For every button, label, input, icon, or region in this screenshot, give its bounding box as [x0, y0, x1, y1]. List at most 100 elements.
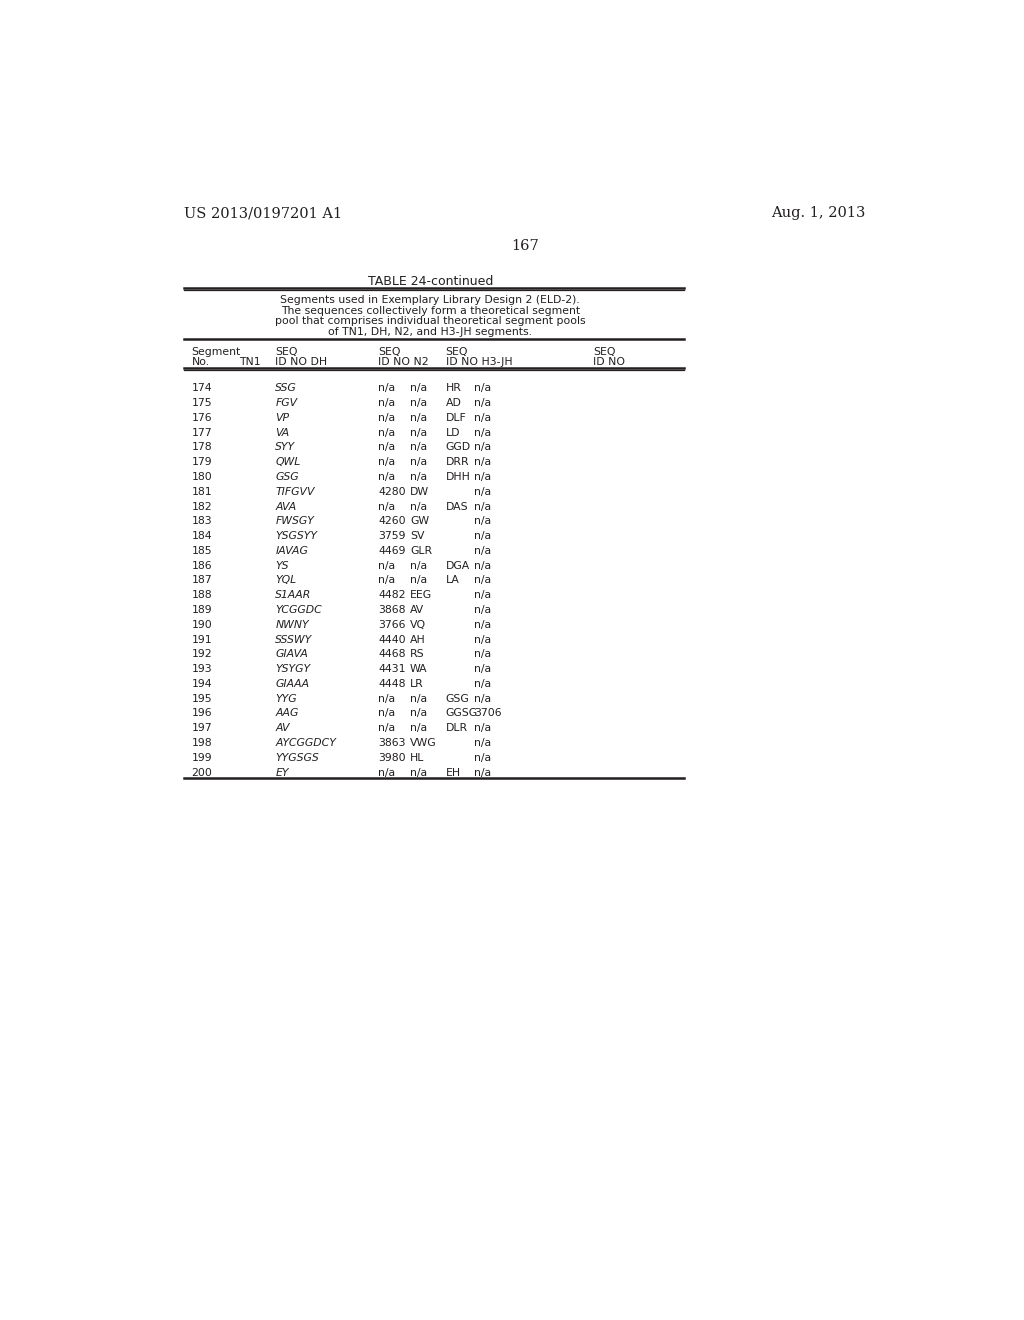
- Text: DLR: DLR: [445, 723, 468, 734]
- Text: 199: 199: [191, 752, 212, 763]
- Text: VA: VA: [275, 428, 290, 438]
- Text: n/a: n/a: [410, 576, 427, 586]
- Text: SEQ: SEQ: [378, 347, 400, 356]
- Text: GGSG: GGSG: [445, 709, 478, 718]
- Text: FWSGY: FWSGY: [275, 516, 314, 527]
- Text: YS: YS: [275, 561, 289, 570]
- Text: DGA: DGA: [445, 561, 470, 570]
- Text: TIFGVV: TIFGVV: [275, 487, 314, 496]
- Text: 197: 197: [191, 723, 212, 734]
- Text: SEQ: SEQ: [593, 347, 615, 356]
- Text: n/a: n/a: [474, 383, 492, 393]
- Text: S1AAR: S1AAR: [275, 590, 311, 601]
- Text: 178: 178: [191, 442, 212, 453]
- Text: SEQ: SEQ: [445, 347, 468, 356]
- Text: 3980: 3980: [378, 752, 406, 763]
- Text: n/a: n/a: [474, 413, 492, 422]
- Text: Segments used in Exemplary Library Design 2 (ELD-2).: Segments used in Exemplary Library Desig…: [281, 296, 581, 305]
- Text: of TN1, DH, N2, and H3-JH segments.: of TN1, DH, N2, and H3-JH segments.: [329, 326, 532, 337]
- Text: 4431: 4431: [378, 664, 406, 675]
- Text: VWG: VWG: [410, 738, 436, 748]
- Text: n/a: n/a: [410, 709, 427, 718]
- Text: n/a: n/a: [474, 590, 492, 601]
- Text: US 2013/0197201 A1: US 2013/0197201 A1: [183, 206, 342, 220]
- Text: n/a: n/a: [410, 383, 427, 393]
- Text: EH: EH: [445, 768, 461, 777]
- Text: 186: 186: [191, 561, 212, 570]
- Text: TN1: TN1: [239, 358, 260, 367]
- Text: YQL: YQL: [275, 576, 296, 586]
- Text: n/a: n/a: [410, 561, 427, 570]
- Text: n/a: n/a: [474, 457, 492, 467]
- Text: Aug. 1, 2013: Aug. 1, 2013: [771, 206, 866, 220]
- Text: 4482: 4482: [378, 590, 406, 601]
- Text: SEQ: SEQ: [275, 347, 298, 356]
- Text: 191: 191: [191, 635, 212, 644]
- Text: n/a: n/a: [474, 738, 492, 748]
- Text: 189: 189: [191, 605, 212, 615]
- Text: SSG: SSG: [275, 383, 297, 393]
- Text: DAS: DAS: [445, 502, 468, 512]
- Text: n/a: n/a: [474, 516, 492, 527]
- Text: ID NO N2: ID NO N2: [378, 358, 429, 367]
- Text: 3868: 3868: [378, 605, 406, 615]
- Text: n/a: n/a: [474, 502, 492, 512]
- Text: AV: AV: [410, 605, 424, 615]
- Text: 176: 176: [191, 413, 212, 422]
- Text: 181: 181: [191, 487, 212, 496]
- Text: n/a: n/a: [474, 487, 492, 496]
- Text: n/a: n/a: [474, 678, 492, 689]
- Text: n/a: n/a: [378, 694, 395, 704]
- Text: n/a: n/a: [410, 413, 427, 422]
- Text: No.: No.: [191, 358, 210, 367]
- Text: n/a: n/a: [474, 664, 492, 675]
- Text: 193: 193: [191, 664, 212, 675]
- Text: 195: 195: [191, 694, 212, 704]
- Text: YSGSYY: YSGSYY: [275, 531, 317, 541]
- Text: 177: 177: [191, 428, 212, 438]
- Text: WA: WA: [410, 664, 428, 675]
- Text: DLF: DLF: [445, 413, 467, 422]
- Text: YYG: YYG: [275, 694, 297, 704]
- Text: n/a: n/a: [474, 752, 492, 763]
- Text: n/a: n/a: [410, 428, 427, 438]
- Text: n/a: n/a: [378, 576, 395, 586]
- Text: 4280: 4280: [378, 487, 406, 496]
- Text: n/a: n/a: [474, 442, 492, 453]
- Text: GSG: GSG: [275, 473, 299, 482]
- Text: 4440: 4440: [378, 635, 406, 644]
- Text: HL: HL: [410, 752, 425, 763]
- Text: n/a: n/a: [410, 457, 427, 467]
- Text: 194: 194: [191, 678, 212, 689]
- Text: RS: RS: [410, 649, 425, 660]
- Text: n/a: n/a: [474, 399, 492, 408]
- Text: EY: EY: [275, 768, 289, 777]
- Text: SYY: SYY: [275, 442, 295, 453]
- Text: n/a: n/a: [474, 473, 492, 482]
- Text: FGV: FGV: [275, 399, 297, 408]
- Text: 190: 190: [191, 620, 212, 630]
- Text: VP: VP: [275, 413, 289, 422]
- Text: 200: 200: [191, 768, 212, 777]
- Text: ID NO: ID NO: [593, 358, 625, 367]
- Text: LA: LA: [445, 576, 460, 586]
- Text: 167: 167: [511, 239, 539, 253]
- Text: n/a: n/a: [378, 457, 395, 467]
- Text: n/a: n/a: [410, 442, 427, 453]
- Text: The sequences collectively form a theoretical segment: The sequences collectively form a theore…: [281, 306, 580, 315]
- Text: n/a: n/a: [410, 694, 427, 704]
- Text: AH: AH: [410, 635, 426, 644]
- Text: GLR: GLR: [410, 546, 432, 556]
- Text: n/a: n/a: [474, 546, 492, 556]
- Text: 3863: 3863: [378, 738, 406, 748]
- Text: 4260: 4260: [378, 516, 406, 527]
- Text: n/a: n/a: [474, 723, 492, 734]
- Text: n/a: n/a: [474, 768, 492, 777]
- Text: ID NO DH: ID NO DH: [275, 358, 328, 367]
- Text: n/a: n/a: [378, 383, 395, 393]
- Text: 187: 187: [191, 576, 212, 586]
- Text: n/a: n/a: [378, 413, 395, 422]
- Text: AYCGGDCY: AYCGGDCY: [275, 738, 336, 748]
- Text: 192: 192: [191, 649, 212, 660]
- Text: DRR: DRR: [445, 457, 469, 467]
